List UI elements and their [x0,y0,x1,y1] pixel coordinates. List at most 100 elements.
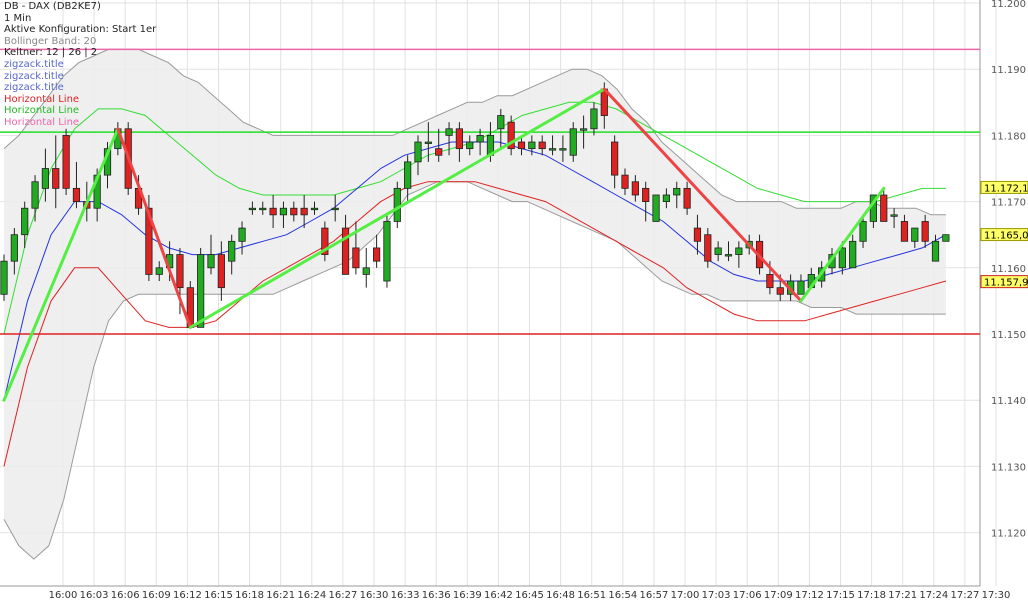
candle-body[interactable] [683,187,691,209]
candle-body[interactable] [455,128,464,150]
candle-body[interactable] [704,234,712,262]
candle-body[interactable] [921,221,929,242]
candle-body[interactable] [931,240,940,262]
y-tick-label: 11.160 [991,264,1026,275]
candle-body[interactable] [590,108,598,130]
candle-body[interactable] [497,115,505,130]
candle-body[interactable] [331,207,339,211]
legend-horizontal-line-green[interactable]: Horizontal Line [4,105,80,117]
candle-body[interactable] [611,141,619,176]
candle-body[interactable] [393,187,401,222]
candle-body[interactable] [538,141,546,150]
candle-body[interactable] [72,187,81,203]
candle-body[interactable] [155,267,163,275]
candle-body[interactable] [724,254,733,257]
candle-body[interactable] [259,207,267,211]
price-tag-label: 11.165,02 [984,231,1028,242]
candle-body[interactable] [580,128,588,131]
bollinger-band-fill [4,49,946,560]
candle-body[interactable] [424,141,432,144]
candle-body[interactable] [714,247,722,255]
candle-body[interactable] [517,141,526,150]
price-tag: 11.165,02 [980,228,1028,242]
legend-zigzag-1[interactable]: zigzack.title [4,58,64,70]
candle-body[interactable] [548,148,557,151]
x-tick-label: 17:06 [733,590,762,601]
candle-body[interactable] [248,207,256,211]
candle-body[interactable] [797,280,805,295]
x-tick-label: 16:42 [484,590,513,601]
candle-body[interactable] [341,227,350,275]
candle-body[interactable] [321,227,329,255]
candle-body[interactable] [404,161,412,189]
candle-body[interactable] [911,227,919,242]
candle-body[interactable] [466,141,474,150]
x-tick-label: 16:03 [80,590,109,601]
candle-body[interactable] [631,181,639,196]
candle-body[interactable] [217,254,225,289]
candle-body[interactable] [445,128,453,136]
candle-body[interactable] [569,128,577,156]
candle-body[interactable] [766,274,774,289]
candle-body[interactable] [372,247,381,262]
candle-body[interactable] [383,221,391,282]
candle-body[interactable] [776,287,784,295]
candle-body[interactable] [673,187,681,196]
candle-body[interactable] [10,234,18,262]
candle-body[interactable] [528,141,536,150]
candle-body[interactable] [890,214,898,217]
candle-body[interactable] [31,181,39,209]
candle-body[interactable] [559,148,567,151]
legend-zigzag-3[interactable]: zigzack.title [4,82,64,94]
candle-body[interactable] [414,141,422,163]
candle-body[interactable] [62,134,70,189]
legend-keltner[interactable]: Keltner: 12 | 26 | 2 [4,47,98,59]
candle-body[interactable] [21,207,29,236]
legend-zigzag-2[interactable]: zigzack.title [4,70,64,82]
candle-body[interactable] [269,207,277,216]
candle-body[interactable] [145,207,153,275]
candle-body[interactable] [652,194,660,222]
x-tick-label: 16:48 [546,590,575,601]
candle-body[interactable] [693,227,702,242]
x-tick-label: 17:21 [888,590,917,601]
candle-body[interactable] [435,148,443,156]
candle-body[interactable] [228,240,236,262]
candle-body[interactable] [310,207,319,211]
candle-body[interactable] [41,168,50,189]
candle-body[interactable] [176,254,184,289]
candle-body[interactable] [642,187,650,203]
candle-body[interactable] [735,247,743,255]
x-tick-label: 16:27 [328,590,357,601]
candle-body[interactable] [290,207,298,216]
candle-body[interactable] [476,134,484,143]
candle-body[interactable] [362,267,370,275]
candle-body[interactable] [238,227,246,242]
legend-horizontal-line-red[interactable]: Horizontal Line [4,93,80,105]
candle-body[interactable] [662,194,671,202]
candle-body[interactable] [300,207,308,216]
price-tag: 11.172,14 [980,180,1028,194]
x-tick-label: 16:30 [360,590,389,601]
candle-body[interactable] [621,174,629,189]
candle-body[interactable] [197,254,205,328]
candle-body[interactable] [859,221,867,242]
candle-body[interactable] [207,254,215,269]
candle-body[interactable] [838,247,846,269]
candle-body[interactable] [900,221,909,242]
x-tick-label: 16:21 [266,590,295,601]
candle-body[interactable] [942,234,950,242]
x-tick-label: 16:18 [235,590,264,601]
x-tick-label: 17:12 [795,590,824,601]
candle-body[interactable] [849,240,857,269]
candle-body[interactable] [52,168,60,189]
candle-body[interactable] [0,260,8,295]
candle-body[interactable] [279,207,288,216]
legend-horizontal-line-pink[interactable]: Horizontal Line [4,116,80,128]
zigzag-line [188,87,606,329]
candle-body[interactable] [880,194,888,222]
candle-body[interactable] [507,121,515,150]
candle-body[interactable] [352,247,360,269]
legend-bollinger[interactable]: Bollinger Band: 20 [4,35,97,47]
